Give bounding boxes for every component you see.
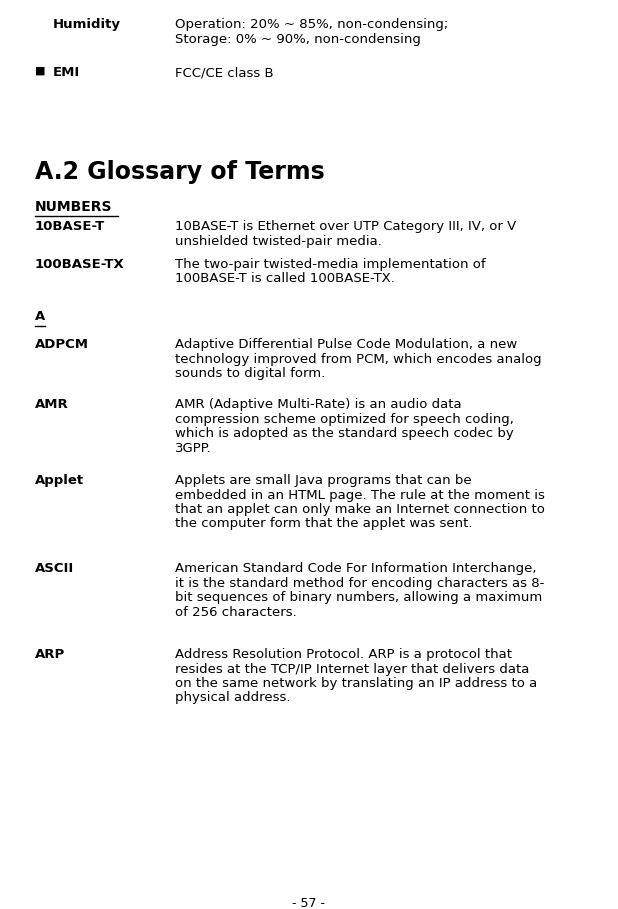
Text: The two-pair twisted-media implementation of: The two-pair twisted-media implementatio…: [175, 258, 486, 271]
Text: - 57 -: - 57 -: [292, 897, 326, 909]
Text: Applets are small Java programs that can be: Applets are small Java programs that can…: [175, 474, 472, 487]
Text: 10BASE-T is Ethernet over UTP Category III, IV, or V: 10BASE-T is Ethernet over UTP Category I…: [175, 220, 516, 233]
Text: Address Resolution Protocol. ARP is a protocol that: Address Resolution Protocol. ARP is a pr…: [175, 648, 512, 661]
Text: AMR: AMR: [35, 398, 69, 411]
Text: the computer form that the applet was sent.: the computer form that the applet was se…: [175, 517, 473, 531]
Text: on the same network by translating an IP address to a: on the same network by translating an IP…: [175, 677, 537, 690]
Text: 100BASE-TX: 100BASE-TX: [35, 258, 125, 271]
Text: A: A: [35, 310, 45, 323]
Text: embedded in an HTML page. The rule at the moment is: embedded in an HTML page. The rule at th…: [175, 488, 545, 502]
Text: 3GPP.: 3GPP.: [175, 442, 212, 454]
Text: resides at the TCP/IP Internet layer that delivers data: resides at the TCP/IP Internet layer tha…: [175, 663, 530, 675]
Text: Operation: 20% ~ 85%, non-condensing;: Operation: 20% ~ 85%, non-condensing;: [175, 18, 448, 31]
Text: A.2 Glossary of Terms: A.2 Glossary of Terms: [35, 160, 324, 184]
Text: which is adopted as the standard speech codec by: which is adopted as the standard speech …: [175, 427, 514, 440]
Text: Storage: 0% ~ 90%, non-condensing: Storage: 0% ~ 90%, non-condensing: [175, 33, 421, 45]
Text: ■: ■: [35, 66, 46, 76]
Text: compression scheme optimized for speech coding,: compression scheme optimized for speech …: [175, 413, 514, 425]
Text: technology improved from PCM, which encodes analog: technology improved from PCM, which enco…: [175, 353, 541, 365]
Text: sounds to digital form.: sounds to digital form.: [175, 367, 325, 380]
Text: ASCII: ASCII: [35, 562, 74, 575]
Text: 100BASE-T is called 100BASE-TX.: 100BASE-T is called 100BASE-TX.: [175, 273, 395, 285]
Text: physical address.: physical address.: [175, 692, 290, 704]
Text: unshielded twisted-pair media.: unshielded twisted-pair media.: [175, 235, 382, 247]
Text: of 256 characters.: of 256 characters.: [175, 605, 297, 618]
Text: Applet: Applet: [35, 474, 84, 487]
Text: bit sequences of binary numbers, allowing a maximum: bit sequences of binary numbers, allowin…: [175, 591, 542, 604]
Text: Humidity: Humidity: [53, 18, 121, 31]
Text: 10BASE-T: 10BASE-T: [35, 220, 105, 233]
Text: NUMBERS: NUMBERS: [35, 200, 112, 214]
Text: that an applet can only make an Internet connection to: that an applet can only make an Internet…: [175, 503, 545, 516]
Text: EMI: EMI: [53, 66, 80, 79]
Text: Adaptive Differential Pulse Code Modulation, a new: Adaptive Differential Pulse Code Modulat…: [175, 338, 517, 351]
Text: AMR (Adaptive Multi-Rate) is an audio data: AMR (Adaptive Multi-Rate) is an audio da…: [175, 398, 462, 411]
Text: American Standard Code For Information Interchange,: American Standard Code For Information I…: [175, 562, 536, 575]
Text: ARP: ARP: [35, 648, 66, 661]
Text: FCC/CE class B: FCC/CE class B: [175, 66, 274, 79]
Text: ADPCM: ADPCM: [35, 338, 89, 351]
Text: it is the standard method for encoding characters as 8-: it is the standard method for encoding c…: [175, 576, 544, 590]
